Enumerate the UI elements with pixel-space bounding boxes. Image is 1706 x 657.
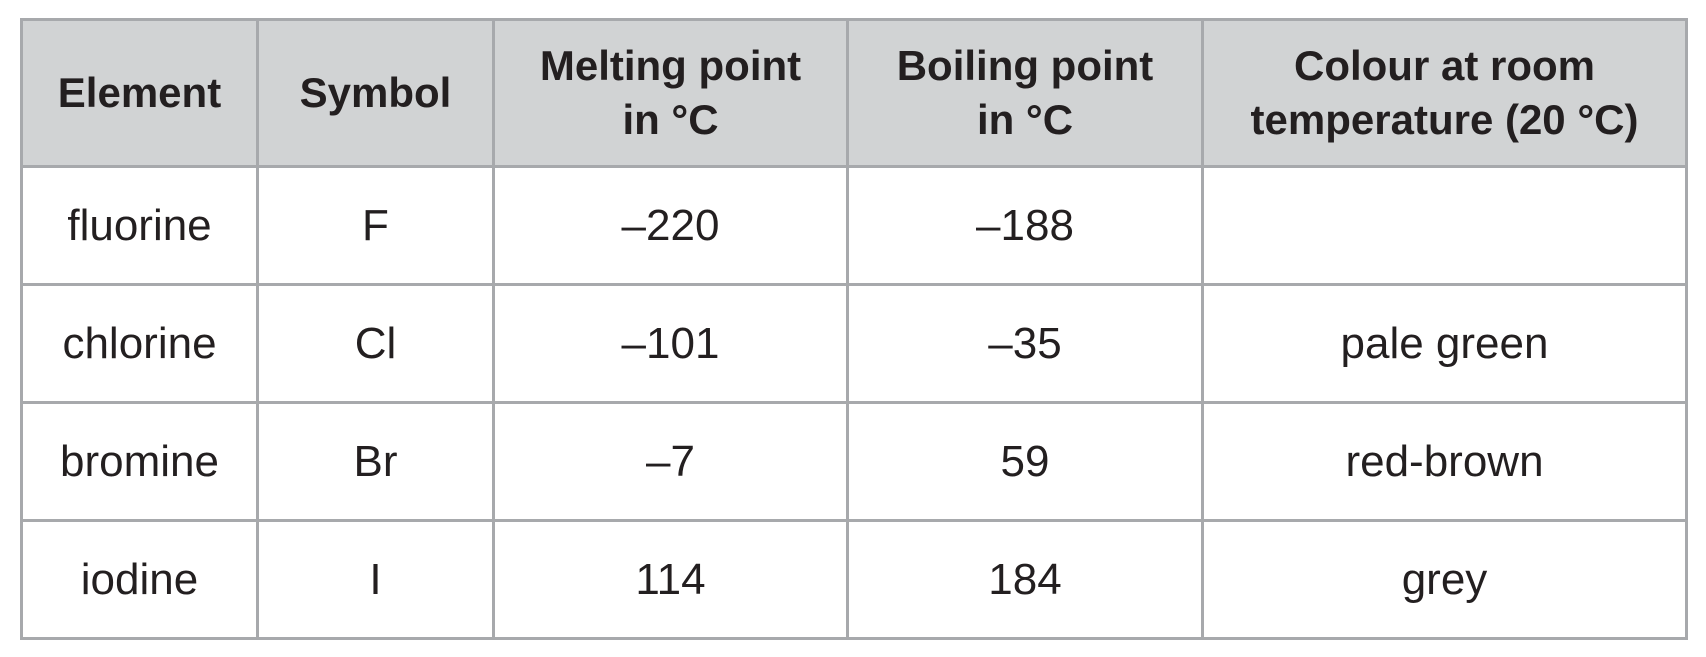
header-row: Element Symbol Melting point in °C Boiling p… <box>20 18 1688 168</box>
table-body: fluorine F –220 –188 chlorine Cl –101 –35 pale g… <box>20 165 1688 640</box>
table-row: chlorine Cl –101 –35 pale green <box>20 283 1688 404</box>
table-cell: 114 <box>492 519 849 640</box>
data-table: Element Symbol Melting point in °C Boiling p… <box>20 18 1688 640</box>
table-cell: –220 <box>492 165 849 286</box>
table-cell: F <box>256 165 495 286</box>
header-line: Symbol <box>299 69 452 116</box>
column-header: Boiling point in °C <box>846 18 1204 168</box>
table-cell: pale green <box>1201 283 1688 404</box>
table-cell: chlorine <box>20 283 259 404</box>
column-header: Symbol <box>256 18 495 168</box>
header-line: temperature (20 °C) <box>1250 96 1639 143</box>
header-line: in °C <box>976 96 1074 143</box>
table-row: bromine Br –7 59 red-brown <box>20 401 1688 522</box>
table-cell: –101 <box>492 283 849 404</box>
table-cell: –35 <box>846 283 1204 404</box>
table-cell: 184 <box>846 519 1204 640</box>
table-cell: red-brown <box>1201 401 1688 522</box>
table-cell: iodine <box>20 519 259 640</box>
table-cell: –188 <box>846 165 1204 286</box>
header-line: Element <box>57 69 222 116</box>
header-line: Melting point <box>539 42 802 89</box>
table-row: iodine I 114 184 grey <box>20 519 1688 640</box>
header-line: Colour at room <box>1294 42 1595 89</box>
table-cell: fluorine <box>20 165 259 286</box>
table-cell: Cl <box>256 283 495 404</box>
column-header: Melting point in °C <box>492 18 849 168</box>
header-line: in °C <box>622 96 719 143</box>
table-cell: –7 <box>492 401 849 522</box>
table-row: fluorine F –220 –188 <box>20 165 1688 286</box>
column-header: Element <box>20 18 259 168</box>
table-cell: Br <box>256 401 495 522</box>
table-cell: I <box>256 519 495 640</box>
column-header: Colour at room temperature (20 °C) <box>1201 18 1688 168</box>
table-cell: 59 <box>846 401 1204 522</box>
table-cell: bromine <box>20 401 259 522</box>
header-line: Boiling point <box>896 42 1154 89</box>
table-cell: grey <box>1201 519 1688 640</box>
table-cell <box>1201 165 1688 286</box>
